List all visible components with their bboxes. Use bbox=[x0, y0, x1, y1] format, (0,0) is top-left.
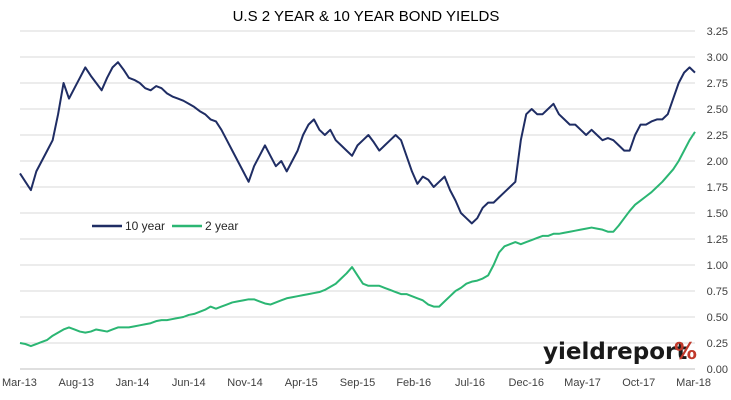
x-tick-label: Sep-15 bbox=[340, 377, 375, 389]
y-tick-label: 0.00 bbox=[707, 364, 728, 376]
x-tick-label: Mar-18 bbox=[676, 377, 711, 389]
chart-title: U.S 2 YEAR & 10 YEAR BOND YIELDS bbox=[233, 8, 500, 25]
y-tick-label: 2.00 bbox=[707, 156, 728, 168]
y-tick-label: 1.50 bbox=[707, 208, 728, 220]
x-tick-label: Oct-17 bbox=[622, 377, 655, 389]
gridlines bbox=[20, 30, 695, 370]
series-line-10-year bbox=[19, 61, 696, 225]
x-tick-label: Apr-15 bbox=[285, 377, 318, 389]
y-tick-label: 2.25 bbox=[707, 130, 728, 142]
legend-label-2-year: 2 year bbox=[205, 219, 238, 233]
y-tick-label: 1.25 bbox=[707, 234, 728, 246]
x-tick-label: Jun-14 bbox=[172, 377, 206, 389]
x-tick-label: Feb-16 bbox=[396, 377, 431, 389]
brand-text: yieldreport bbox=[543, 339, 687, 365]
y-tick-label: 0.50 bbox=[707, 312, 728, 324]
y-tick-label: 0.25 bbox=[707, 338, 728, 350]
legend: 10 year 2 year bbox=[92, 219, 238, 233]
y-tick-label: 0.75 bbox=[707, 286, 728, 298]
x-axis-labels: Mar-13 Aug-13 Jan-14 Jun-14 Nov-14 Apr-15 Sep-… bbox=[2, 377, 711, 389]
yieldreport-logo: yieldreport % bbox=[543, 339, 697, 365]
y-tick-label: 1.75 bbox=[707, 182, 728, 194]
x-tick-label: Jul-16 bbox=[455, 377, 485, 389]
x-tick-label: Mar-13 bbox=[2, 377, 37, 389]
y-tick-label: 2.75 bbox=[707, 78, 728, 90]
legend-label-10-year: 10 year bbox=[125, 219, 165, 233]
x-tick-label: Dec-16 bbox=[509, 377, 544, 389]
x-tick-label: Nov-14 bbox=[227, 377, 262, 389]
brand-percent-icon: % bbox=[674, 339, 697, 365]
y-tick-label: 3.25 bbox=[707, 26, 728, 38]
y-tick-label: 2.50 bbox=[707, 104, 728, 116]
x-tick-label: May-17 bbox=[564, 377, 601, 389]
y-tick-label: 3.00 bbox=[707, 52, 728, 64]
series-layer bbox=[19, 61, 696, 348]
y-tick-label: 1.00 bbox=[707, 260, 728, 272]
x-tick-label: Aug-13 bbox=[59, 377, 94, 389]
y-axis-labels: 0.00 0.25 0.50 0.75 1.00 1.25 1.50 1.75 2.00 2.25… bbox=[707, 26, 728, 376]
x-tick-label: Jan-14 bbox=[116, 377, 150, 389]
series-line-2-year bbox=[19, 131, 696, 348]
